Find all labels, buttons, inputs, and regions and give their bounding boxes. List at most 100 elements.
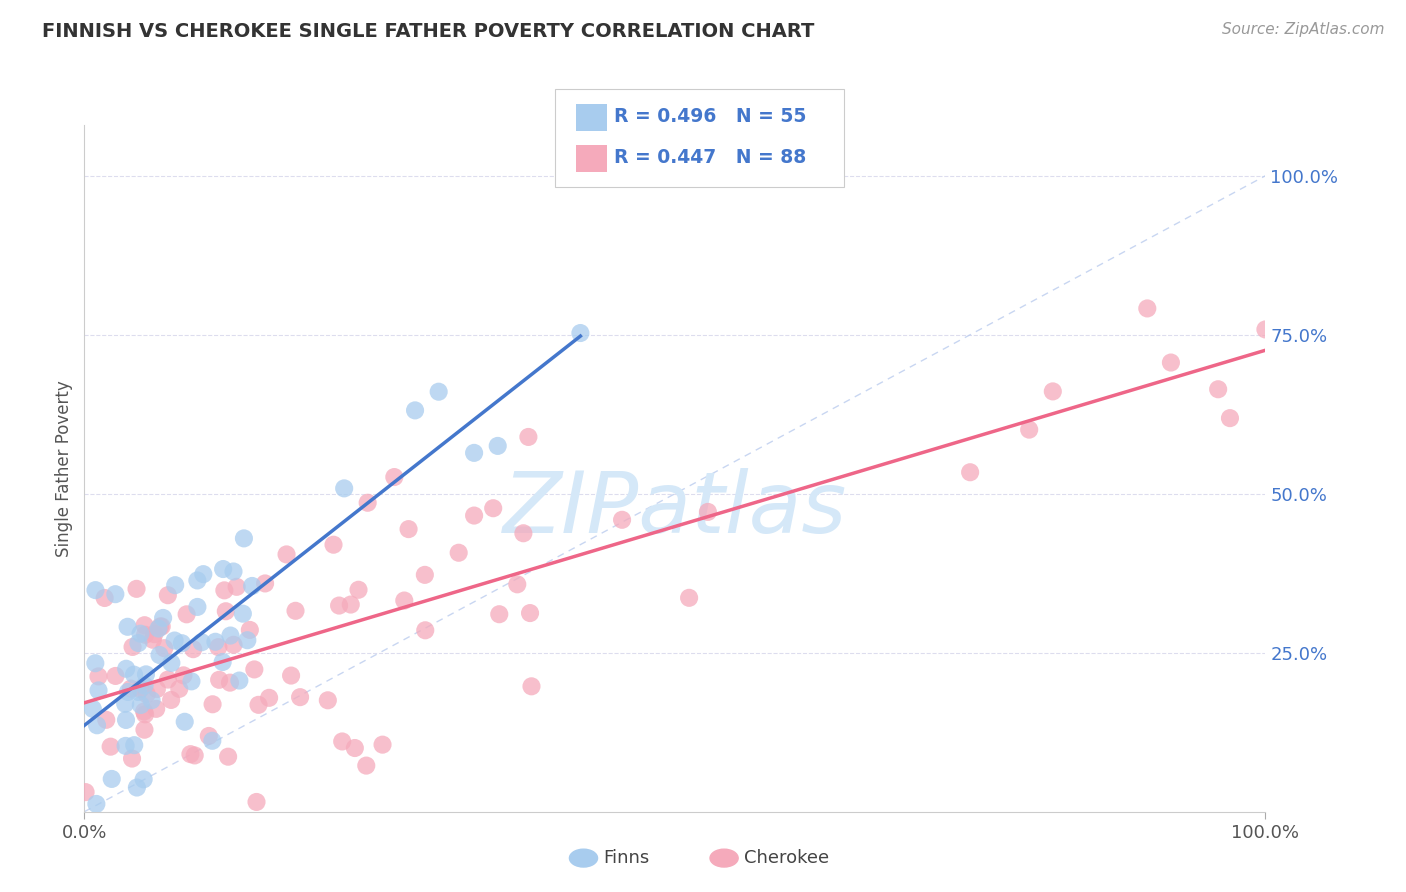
Point [214, 583, 236, 598]
Point [1219, 411, 1241, 425]
Point [512, 526, 534, 541]
Point [207, 640, 229, 654]
Point [247, 698, 270, 712]
Point [134, 628, 156, 642]
Point [330, 734, 353, 748]
Point [316, 693, 339, 707]
Point [150, 619, 173, 633]
Point [183, 748, 205, 763]
Point [86, 797, 108, 811]
Point [347, 582, 370, 597]
Point [284, 604, 307, 618]
Point [134, 707, 156, 722]
Point [129, 626, 152, 640]
Point [201, 733, 224, 747]
Point [371, 738, 394, 752]
Point [156, 588, 179, 602]
Point [87, 683, 110, 698]
Point [254, 576, 277, 591]
Point [1160, 355, 1182, 369]
Point [148, 622, 170, 636]
Text: Cherokee: Cherokee [744, 849, 830, 867]
Point [129, 698, 152, 712]
Point [165, 578, 187, 592]
Point [463, 446, 485, 460]
Point [463, 508, 485, 523]
Point [134, 679, 156, 693]
Point [413, 567, 436, 582]
Text: R = 0.447   N = 88: R = 0.447 N = 88 [614, 148, 807, 168]
Point [447, 546, 470, 560]
Point [1042, 384, 1064, 399]
Point [215, 604, 238, 618]
Point [198, 729, 221, 743]
Point [225, 580, 247, 594]
Point [245, 795, 267, 809]
Point [276, 548, 298, 562]
Point [356, 496, 378, 510]
Point [149, 619, 172, 633]
Point [160, 656, 183, 670]
Point [134, 723, 156, 737]
Point [193, 567, 215, 582]
Point [506, 577, 529, 591]
Point [328, 599, 350, 613]
Point [610, 513, 633, 527]
Point [240, 579, 263, 593]
Point [179, 747, 201, 761]
Point [93, 591, 115, 605]
Point [96, 713, 118, 727]
Point [696, 505, 718, 519]
Point [959, 465, 981, 479]
Point [394, 593, 416, 607]
Point [232, 532, 254, 546]
Point [382, 470, 405, 484]
Point [339, 598, 361, 612]
Point [217, 749, 239, 764]
Point [148, 648, 170, 662]
Point [117, 620, 139, 634]
Point [219, 675, 242, 690]
Point [125, 780, 148, 795]
Point [190, 635, 212, 649]
Point [115, 662, 138, 676]
Point [569, 326, 592, 340]
Point [86, 718, 108, 732]
Point [120, 681, 142, 696]
Point [280, 668, 302, 682]
Point [222, 565, 245, 579]
Point [520, 679, 543, 693]
Point [236, 633, 259, 648]
Point [356, 758, 378, 772]
Point [678, 591, 700, 605]
Point [398, 522, 420, 536]
Point [153, 641, 176, 656]
Point [121, 640, 143, 654]
Point [204, 634, 226, 648]
Point [322, 538, 344, 552]
Point [486, 439, 509, 453]
Text: FINNISH VS CHEROKEE SINGLE FATHER POVERTY CORRELATION CHART: FINNISH VS CHEROKEE SINGLE FATHER POVERT… [42, 22, 814, 41]
Point [152, 611, 174, 625]
Point [163, 633, 186, 648]
Point [84, 583, 107, 598]
Point [232, 607, 254, 621]
Text: ZIPatlas: ZIPatlas [503, 468, 846, 551]
Y-axis label: Single Father Poverty: Single Father Poverty [55, 380, 73, 557]
Point [122, 667, 145, 681]
Point [146, 682, 169, 697]
Point [127, 636, 149, 650]
Point [75, 785, 97, 799]
Point [181, 642, 204, 657]
Point [156, 673, 179, 687]
Point [243, 662, 266, 676]
Point [134, 618, 156, 632]
Point [186, 599, 208, 614]
Point [333, 482, 356, 496]
Point [288, 690, 311, 705]
Point [115, 713, 138, 727]
Point [134, 705, 156, 719]
Point [173, 668, 195, 682]
Point [211, 655, 233, 669]
Point [169, 681, 191, 696]
